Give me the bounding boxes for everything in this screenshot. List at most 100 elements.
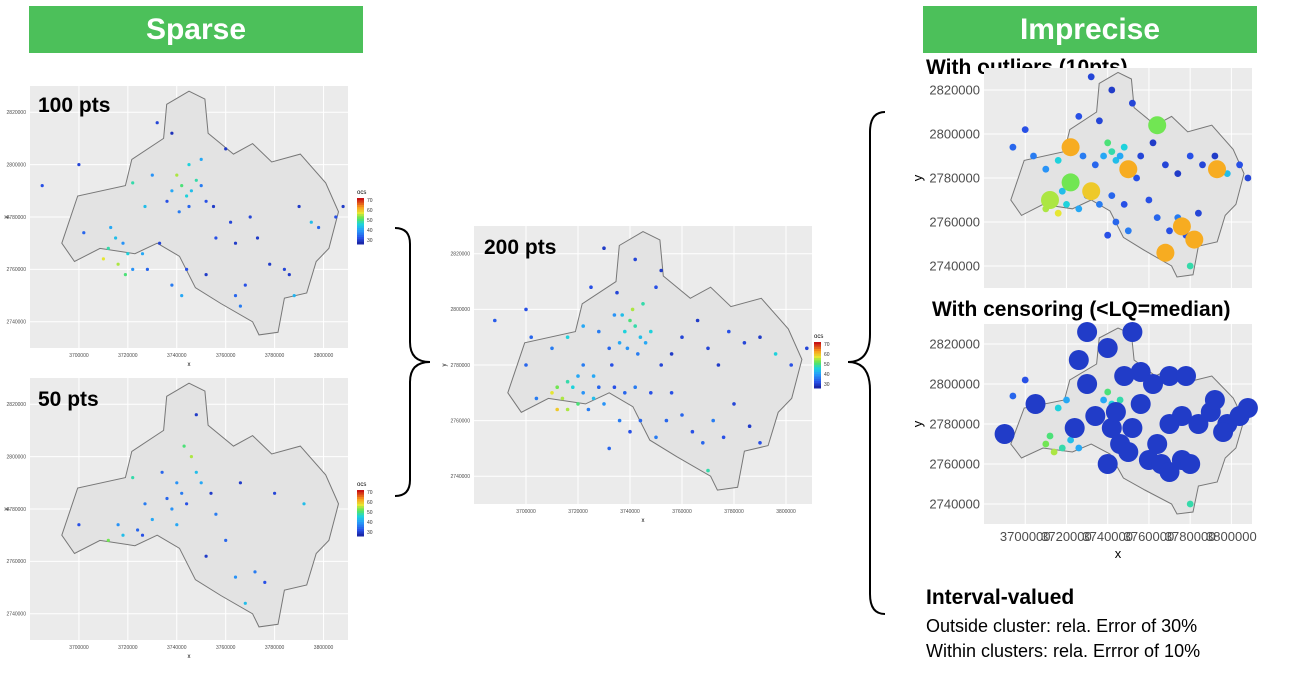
data-point: [214, 236, 218, 240]
data-point: [1108, 192, 1116, 199]
data-point: [292, 294, 296, 298]
y-tick-label: 2780000: [929, 171, 980, 186]
legend-title: ocs: [814, 334, 823, 340]
data-point: [706, 468, 710, 473]
data-point: [101, 257, 105, 261]
data-point: [721, 435, 726, 440]
sparse-banner: Sparse: [29, 6, 363, 53]
data-point: [1195, 209, 1202, 217]
data-point: [550, 391, 554, 395]
data-point: [612, 385, 617, 389]
x-tick-label: 3720000: [118, 353, 138, 359]
data-point: [233, 575, 238, 579]
data-point: [1149, 139, 1157, 147]
scatter-plot-with-outliers: 2740000 2760000 2780000 2800000 2820000 y: [910, 68, 1252, 288]
y-tick-label: 2740000: [7, 612, 27, 618]
imprecise-banner: Imprecise: [923, 6, 1257, 53]
y-tick-label: 2760000: [7, 267, 27, 273]
x-tick-label: 3800000: [314, 645, 334, 651]
data-point: [140, 252, 145, 256]
data-point: [177, 210, 181, 214]
data-point: [1087, 73, 1095, 81]
data-point: [581, 363, 585, 367]
data-point: [1097, 454, 1118, 474]
data-point: [591, 374, 596, 378]
legend-color-step: [357, 517, 364, 521]
data-point: [1116, 152, 1124, 160]
data-point: [309, 220, 313, 224]
data-point: [758, 335, 762, 339]
data-point: [1176, 366, 1196, 386]
data-point: [1237, 398, 1258, 418]
legend-color-step: [357, 533, 364, 537]
y-tick-label: 2760000: [929, 457, 980, 472]
x-tick-label: 3740000: [1082, 529, 1133, 544]
y-tick-label: 2780000: [7, 507, 27, 513]
data-point: [199, 184, 203, 188]
data-point: [534, 396, 539, 401]
data-point: [633, 257, 637, 262]
label-200-pts: 200 pts: [484, 236, 557, 259]
brace-left: [394, 227, 431, 497]
label-50-pts: 50 pts: [38, 388, 99, 411]
data-point: [649, 391, 653, 395]
data-point: [224, 147, 228, 151]
data-point: [669, 391, 674, 395]
legend-color-step: [357, 522, 364, 525]
data-point: [524, 307, 528, 312]
data-point: [607, 346, 611, 351]
data-point: [1199, 161, 1206, 169]
data-point: [602, 402, 606, 406]
y-tick-label: 2800000: [7, 162, 27, 168]
data-point: [1122, 418, 1143, 438]
scatter-plot-with-censoring: 3700000372000037400003760000378000038000…: [910, 322, 1258, 561]
y-tick-label: 2820000: [929, 337, 980, 352]
legend-color-step: [357, 506, 364, 509]
data-point: [706, 346, 710, 351]
data-point: [1030, 152, 1037, 160]
data-point: [1085, 406, 1106, 426]
data-point: [1188, 414, 1209, 434]
data-point: [555, 385, 559, 389]
data-point: [591, 396, 596, 401]
data-point: [669, 352, 674, 356]
data-point: [224, 538, 228, 542]
data-point: [659, 363, 663, 367]
legend-color-step: [357, 225, 364, 229]
data-point: [565, 407, 570, 412]
legend-color-step: [357, 216, 364, 220]
data-point: [581, 324, 585, 328]
y-tick-label: 2820000: [451, 252, 471, 258]
data-point: [633, 324, 637, 328]
data-point: [630, 307, 635, 312]
data-point: [560, 396, 565, 401]
data-point: [114, 236, 118, 240]
data-point: [1104, 388, 1112, 396]
legend-tick-label: 70: [367, 490, 373, 496]
data-point: [155, 121, 159, 125]
legend-color-step: [357, 204, 364, 208]
data-point: [711, 418, 715, 423]
data-point: [654, 285, 658, 289]
data-point: [612, 313, 617, 317]
legend-color-step: [814, 374, 821, 377]
data-point: [524, 363, 528, 367]
data-point: [805, 346, 809, 351]
data-point: [1186, 152, 1194, 160]
data-point: [602, 246, 606, 250]
data-point: [1067, 436, 1074, 444]
data-point: [116, 262, 120, 266]
data-point: [620, 313, 624, 317]
legend-tick-label: 60: [824, 352, 830, 358]
data-point: [273, 491, 277, 495]
x-tick-label: 3720000: [118, 645, 138, 651]
data-point: [1171, 406, 1192, 426]
data-point: [334, 215, 338, 219]
data-point: [1075, 444, 1083, 452]
legend-color-step: [357, 221, 364, 224]
data-point: [732, 402, 736, 406]
data-point: [610, 363, 614, 367]
data-point: [170, 131, 174, 135]
data-point: [1122, 322, 1143, 342]
data-point: [131, 181, 135, 185]
